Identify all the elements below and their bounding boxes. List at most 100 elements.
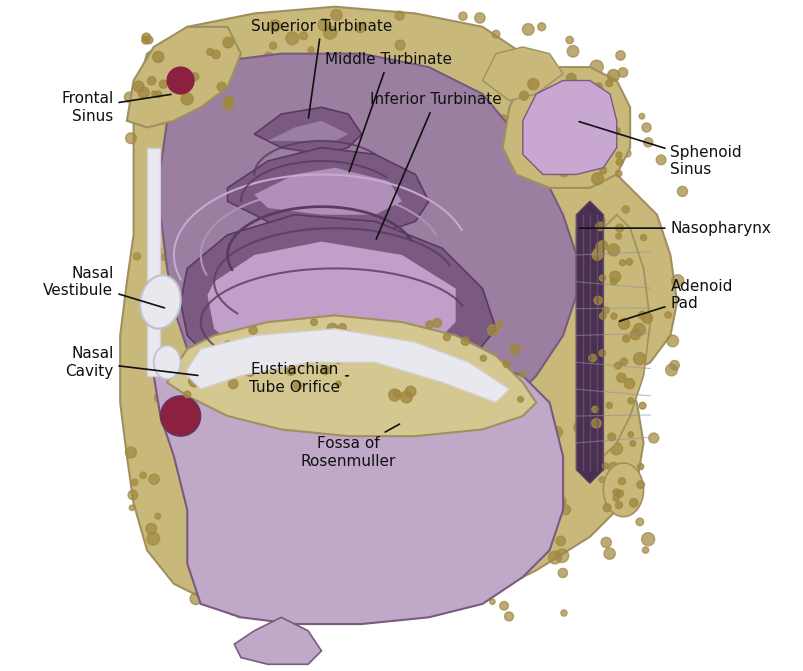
Circle shape: [211, 50, 220, 58]
Polygon shape: [187, 329, 509, 403]
Circle shape: [555, 536, 565, 546]
Circle shape: [585, 129, 592, 136]
Circle shape: [379, 520, 389, 529]
Circle shape: [224, 341, 231, 348]
Circle shape: [607, 70, 619, 81]
Circle shape: [491, 390, 500, 401]
Circle shape: [638, 403, 646, 409]
Circle shape: [225, 344, 230, 350]
Polygon shape: [482, 47, 562, 101]
Circle shape: [250, 596, 259, 606]
Circle shape: [601, 307, 609, 313]
Circle shape: [641, 533, 654, 546]
Circle shape: [191, 530, 202, 541]
Circle shape: [128, 491, 137, 500]
Circle shape: [189, 376, 200, 387]
Circle shape: [394, 11, 404, 20]
Circle shape: [338, 323, 346, 331]
Circle shape: [566, 46, 578, 57]
Circle shape: [299, 597, 308, 606]
Circle shape: [147, 532, 160, 545]
Circle shape: [227, 603, 240, 615]
Circle shape: [345, 330, 352, 337]
Circle shape: [459, 12, 467, 20]
Circle shape: [509, 344, 520, 355]
Circle shape: [591, 406, 597, 413]
Circle shape: [217, 83, 226, 91]
Circle shape: [583, 68, 589, 74]
Circle shape: [615, 158, 622, 165]
Circle shape: [219, 564, 226, 571]
Circle shape: [234, 542, 243, 552]
Circle shape: [508, 560, 521, 572]
Circle shape: [153, 52, 164, 62]
Circle shape: [566, 150, 572, 156]
Circle shape: [537, 23, 545, 31]
Circle shape: [557, 568, 567, 578]
Circle shape: [446, 539, 459, 552]
Circle shape: [591, 419, 601, 428]
Circle shape: [269, 20, 280, 32]
Circle shape: [271, 351, 283, 363]
Circle shape: [655, 155, 665, 164]
Text: Nasal
Cavity: Nasal Cavity: [65, 346, 198, 378]
Circle shape: [353, 594, 363, 603]
Circle shape: [611, 288, 622, 298]
Polygon shape: [576, 215, 650, 456]
Circle shape: [198, 395, 205, 401]
Circle shape: [185, 238, 192, 245]
Circle shape: [549, 93, 559, 103]
Circle shape: [133, 81, 144, 92]
Circle shape: [546, 93, 557, 105]
Circle shape: [405, 386, 415, 397]
Polygon shape: [153, 362, 562, 624]
Circle shape: [286, 366, 295, 375]
Circle shape: [557, 136, 563, 142]
Circle shape: [609, 271, 620, 282]
Circle shape: [211, 141, 223, 153]
Circle shape: [437, 374, 445, 382]
Circle shape: [430, 552, 440, 562]
Circle shape: [629, 499, 637, 507]
Circle shape: [298, 70, 308, 80]
Circle shape: [311, 98, 320, 107]
Polygon shape: [207, 242, 455, 376]
Polygon shape: [120, 7, 676, 624]
Circle shape: [412, 555, 424, 567]
Circle shape: [274, 588, 283, 598]
Circle shape: [560, 505, 570, 515]
Circle shape: [461, 338, 469, 346]
Circle shape: [164, 101, 169, 107]
Circle shape: [181, 70, 190, 79]
Circle shape: [512, 493, 519, 500]
Circle shape: [582, 429, 589, 435]
Circle shape: [589, 316, 596, 322]
Circle shape: [256, 97, 263, 103]
Circle shape: [368, 348, 377, 356]
Circle shape: [602, 162, 614, 174]
Polygon shape: [254, 168, 402, 215]
Circle shape: [335, 381, 340, 386]
Text: Eustiachian
Tube Orifice: Eustiachian Tube Orifice: [249, 362, 348, 395]
Circle shape: [539, 117, 544, 123]
Circle shape: [426, 321, 433, 328]
Circle shape: [147, 76, 156, 85]
Circle shape: [230, 369, 236, 375]
Circle shape: [235, 351, 247, 362]
Text: Nasal
Vestibule: Nasal Vestibule: [43, 266, 165, 308]
Circle shape: [630, 329, 640, 340]
Circle shape: [329, 560, 340, 572]
Circle shape: [219, 89, 230, 101]
Polygon shape: [576, 201, 602, 483]
Circle shape: [285, 344, 296, 354]
Circle shape: [264, 362, 272, 370]
Circle shape: [569, 176, 580, 188]
Circle shape: [618, 68, 627, 77]
Circle shape: [400, 391, 412, 403]
Circle shape: [665, 364, 677, 376]
Circle shape: [633, 353, 645, 364]
Circle shape: [222, 38, 233, 48]
Circle shape: [325, 567, 331, 573]
Circle shape: [568, 138, 578, 148]
Circle shape: [588, 354, 596, 362]
